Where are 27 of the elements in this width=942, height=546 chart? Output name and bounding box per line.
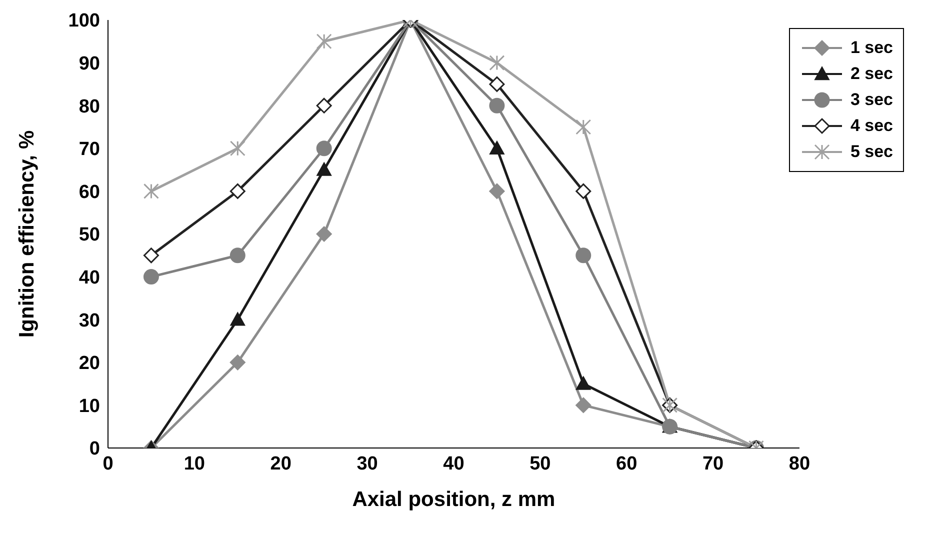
- y-tick-label: 90: [78, 54, 100, 75]
- y-tick-label: 70: [78, 139, 100, 160]
- x-tick-label: 60: [616, 453, 638, 474]
- y-tick-label: 0: [89, 438, 100, 460]
- y-tick-label: 20: [78, 353, 100, 374]
- y-tick-label: 100: [68, 10, 100, 32]
- x-tick-label: 70: [702, 453, 724, 474]
- y-tick-label: 10: [78, 396, 100, 417]
- legend-label: 5 sec: [850, 142, 893, 162]
- y-tick-label: 60: [78, 182, 100, 203]
- x-tick-label: 10: [184, 453, 205, 474]
- y-axis-title: Ignition efficiency, %: [15, 130, 38, 338]
- legend-label: 4 sec: [850, 116, 893, 136]
- y-tick-label: 30: [78, 310, 100, 332]
- y-tick-label: 50: [78, 224, 100, 246]
- x-tick-label: 80: [788, 453, 810, 474]
- x-tick-label: 40: [443, 453, 464, 474]
- legend-label: 1 sec: [850, 38, 893, 58]
- y-tick-label: 40: [78, 268, 100, 289]
- legend-label: 3 sec: [850, 90, 893, 110]
- x-tick-label: 50: [530, 453, 551, 474]
- x-tick-label: 30: [356, 453, 378, 474]
- x-axis-title: Axial position, z mm: [352, 488, 556, 511]
- y-tick-label: 80: [78, 96, 100, 118]
- x-tick-label: 0: [102, 453, 114, 474]
- x-tick-label: 20: [270, 453, 292, 474]
- legend-label: 2 sec: [850, 64, 893, 84]
